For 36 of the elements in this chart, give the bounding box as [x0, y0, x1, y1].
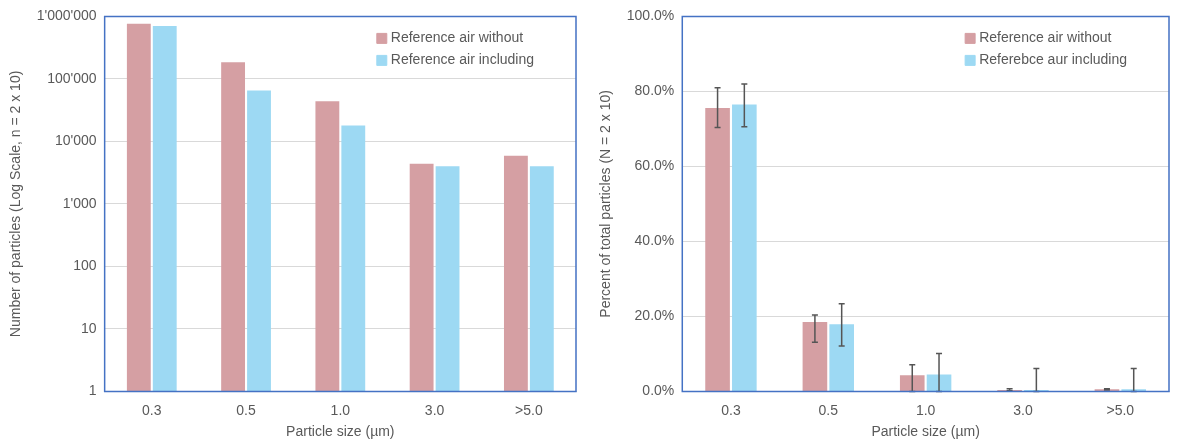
y-tick-label: 80.0%: [634, 82, 675, 99]
x-tick-label: 0.5: [818, 401, 839, 418]
y-tick-label: 10: [81, 319, 97, 336]
bar: [802, 322, 828, 391]
x-tick-label: 1.0: [330, 401, 351, 418]
x-tick-label: 3.0: [1013, 401, 1033, 418]
y-tick-label: 1: [88, 382, 97, 399]
y-tick-label: 100'000: [47, 69, 97, 86]
x-tick-label: 0.3: [142, 401, 162, 418]
x-tick-label: 1.0: [915, 401, 936, 418]
bar: [732, 104, 757, 391]
legend-label: Referebce aur including: [979, 51, 1128, 68]
y-tick-label: 100.0%: [626, 7, 675, 24]
legend-label: Reference air without: [390, 29, 524, 46]
y-tick-label: 60.0%: [634, 157, 675, 174]
legend-label: Reference air including: [390, 51, 535, 68]
y-tick-label: 40.0%: [634, 232, 675, 249]
y-axis-title: Number of particles (Log Scale, n = 2 x 10): [7, 70, 24, 338]
bar: [899, 375, 925, 391]
bar: [829, 324, 854, 391]
legend-label: Reference air without: [979, 29, 1112, 46]
x-axis-title: Particle size (µm): [871, 423, 980, 440]
y-tick-label: 1'000'000: [36, 7, 97, 24]
x-axis-title: Particle size (µm): [286, 423, 395, 440]
y-tick-label: 1'000: [62, 194, 97, 211]
x-tick-label: >5.0: [515, 401, 543, 418]
x-tick-label: 0.5: [236, 401, 256, 418]
x-tick-label: 0.3: [721, 401, 741, 418]
y-tick-label: 20.0%: [634, 307, 675, 324]
x-tick-label: >5.0: [1106, 401, 1135, 418]
y-tick-label: 0.0%: [642, 382, 675, 399]
y-tick-label: 10'000: [55, 132, 97, 149]
x-tick-label: 3.0: [424, 401, 445, 418]
bar: [705, 107, 730, 391]
y-tick-label: 100: [73, 257, 97, 274]
y-axis-title: Percent of total particles (N = 2 x 10): [597, 90, 614, 318]
